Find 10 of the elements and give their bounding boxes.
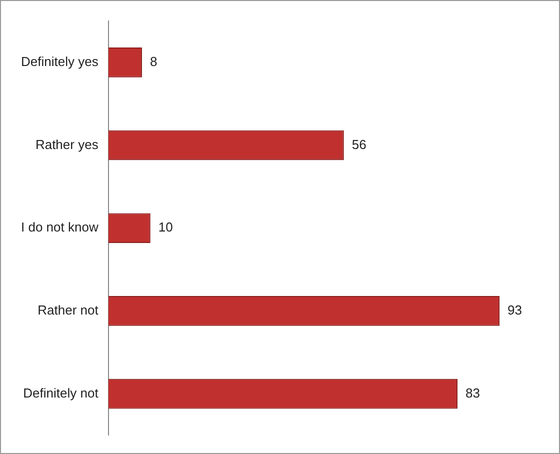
y-tick-label: Definitely not — [23, 385, 99, 400]
data-label: 10 — [158, 220, 173, 235]
data-label: 56 — [352, 136, 366, 152]
data-label: 83 — [465, 385, 480, 400]
data-label: 8 — [150, 54, 158, 69]
y-tick-label: Definitely yes — [21, 54, 99, 69]
data-label: 93 — [508, 302, 522, 318]
y-tick-label: I do not know — [21, 220, 99, 235]
y-tick-label: Rather not — [38, 302, 99, 318]
y-tick-label: Rather yes — [35, 136, 99, 152]
